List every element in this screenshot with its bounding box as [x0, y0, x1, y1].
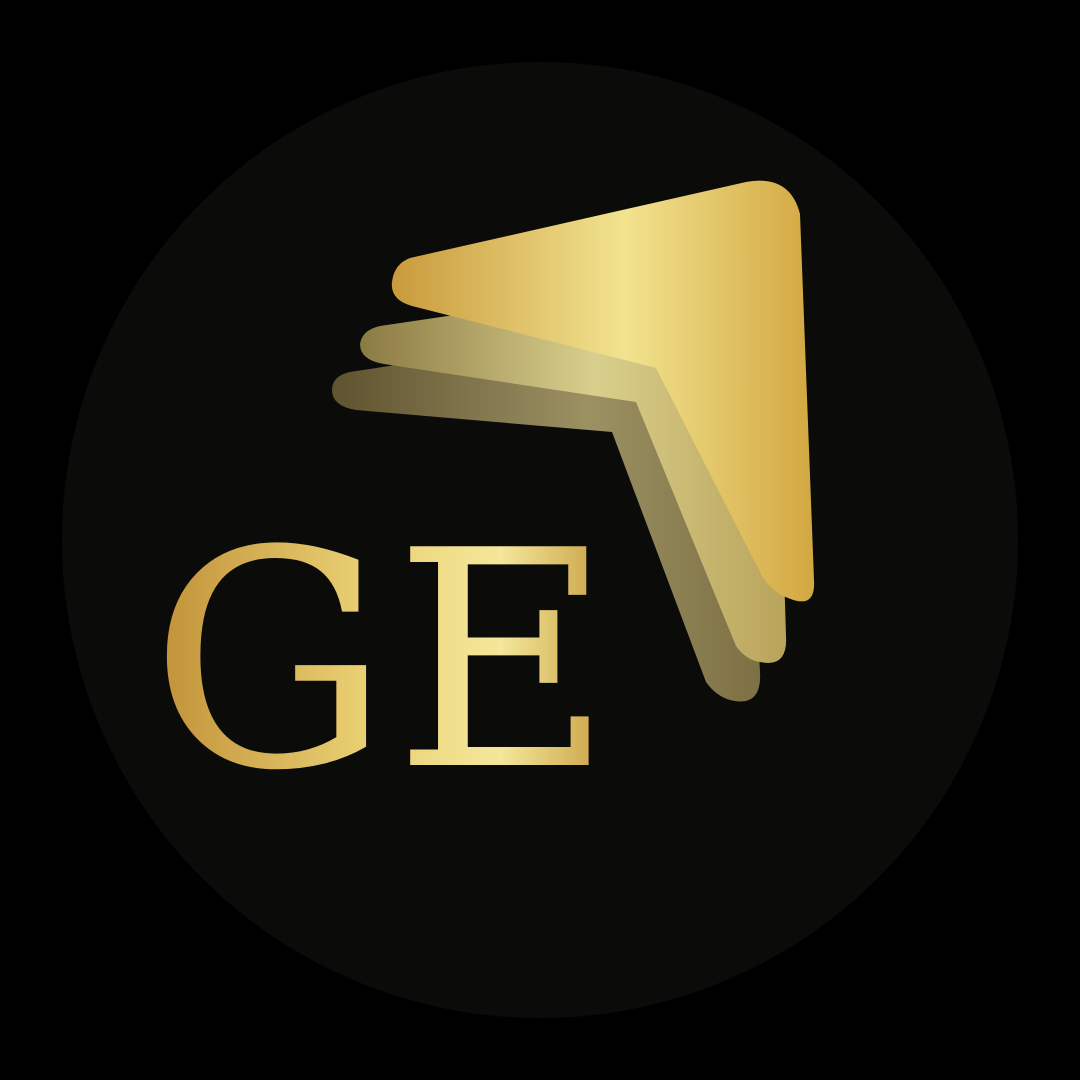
chevron-front-layer: [391, 180, 815, 602]
monogram-text: GE: [150, 487, 617, 836]
